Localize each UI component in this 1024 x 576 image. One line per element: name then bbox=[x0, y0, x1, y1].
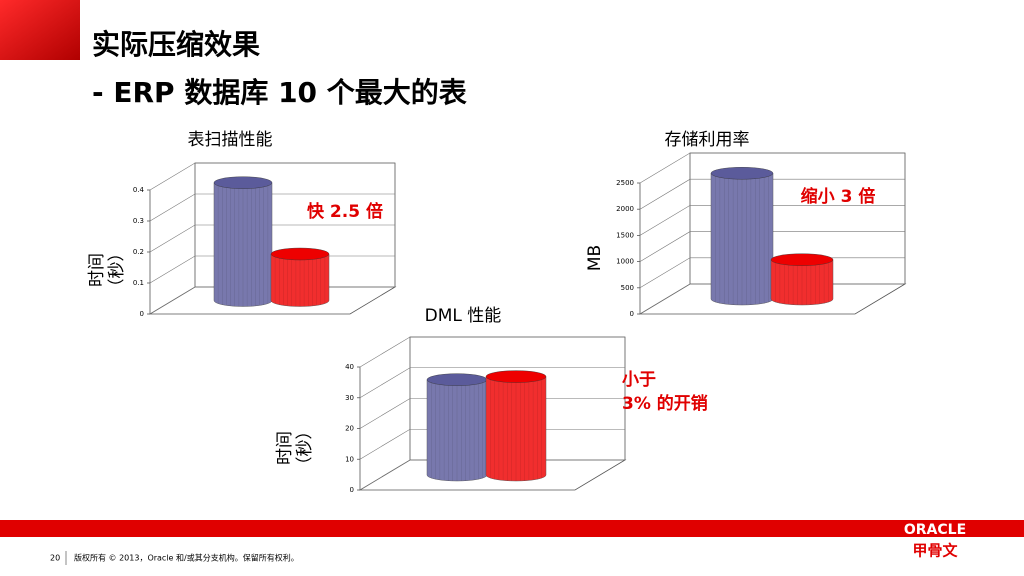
grid-line bbox=[359, 398, 625, 429]
bar-shade bbox=[271, 254, 329, 307]
annotation: 快 2.5 倍 bbox=[307, 201, 383, 222]
slide-title: 实际压缩效果 bbox=[92, 28, 260, 61]
y-tick-label: 0 bbox=[140, 310, 144, 318]
annotation: 小于 bbox=[622, 370, 656, 390]
y-tick-label: 0 bbox=[630, 310, 634, 318]
y-tick-label: 30 bbox=[345, 394, 354, 402]
y-axis-label: （秒） bbox=[295, 423, 315, 474]
slide-subtitle: - ERP 数据库 10 个最大的表 bbox=[92, 76, 467, 109]
y-axis-label: 时间 bbox=[275, 431, 295, 465]
y-tick-label: 2000 bbox=[616, 205, 634, 213]
bar-shade bbox=[214, 182, 272, 307]
y-tick-label: 2500 bbox=[616, 179, 634, 187]
annotation: 3% 的开销 bbox=[622, 393, 708, 414]
grid-line bbox=[149, 193, 395, 222]
footer-text: 版权所有 © 2013，Oracle 和/或其分支机构。保留所有权利。 bbox=[74, 553, 299, 563]
y-axis-label: 时间 bbox=[87, 253, 107, 287]
y-tick-label: 0.2 bbox=[133, 248, 144, 256]
grid-line bbox=[639, 205, 905, 236]
y-tick-label: 1000 bbox=[616, 258, 634, 266]
header-block bbox=[0, 0, 80, 60]
y-tick-label: 0.4 bbox=[133, 186, 145, 194]
footer-bar bbox=[0, 520, 1024, 537]
y-tick-label: 0.3 bbox=[133, 217, 144, 225]
chart-title: 存储利用率 bbox=[665, 130, 750, 150]
bar-shade bbox=[486, 376, 546, 481]
chart-title: DML 性能 bbox=[425, 306, 502, 326]
bar-top bbox=[270, 247, 330, 261]
grid-line bbox=[149, 224, 395, 253]
grid-line bbox=[359, 428, 625, 460]
grid-line bbox=[639, 152, 905, 184]
logo: ORACLE bbox=[904, 522, 966, 538]
y-tick-label: 10 bbox=[345, 455, 354, 463]
y-tick-label: 1500 bbox=[616, 231, 634, 239]
bar-top bbox=[770, 253, 834, 266]
grid-line bbox=[639, 283, 905, 315]
bar-top bbox=[213, 176, 273, 189]
bar-top bbox=[710, 167, 774, 180]
bar bbox=[770, 259, 834, 306]
grid-line bbox=[359, 459, 625, 491]
annotation: 缩小 3 倍 bbox=[801, 186, 876, 207]
y-tick-label: 0.1 bbox=[133, 279, 144, 287]
chart-title: 表扫描性能 bbox=[188, 130, 273, 150]
bar-top bbox=[426, 373, 488, 386]
y-tick-label: 0 bbox=[350, 486, 354, 494]
y-axis-label: （秒） bbox=[107, 245, 127, 296]
grid-line bbox=[639, 178, 905, 210]
bar-top bbox=[485, 370, 547, 383]
grid-line bbox=[359, 336, 625, 368]
logo-cn: 甲骨文 bbox=[912, 542, 958, 560]
bar-shade bbox=[771, 259, 833, 305]
bar bbox=[270, 253, 330, 307]
grid-line bbox=[359, 367, 625, 399]
page-number: 20 bbox=[50, 554, 60, 563]
grid-line bbox=[149, 162, 395, 191]
bar bbox=[485, 376, 547, 482]
grid-line bbox=[639, 257, 905, 289]
y-axis-label: MB bbox=[585, 245, 605, 271]
y-tick-label: 500 bbox=[621, 284, 634, 292]
bar-shade bbox=[711, 173, 773, 305]
y-tick-label: 20 bbox=[345, 425, 354, 433]
y-tick-label: 40 bbox=[345, 363, 354, 371]
bar-shade bbox=[427, 379, 487, 481]
grid-line bbox=[639, 231, 905, 262]
